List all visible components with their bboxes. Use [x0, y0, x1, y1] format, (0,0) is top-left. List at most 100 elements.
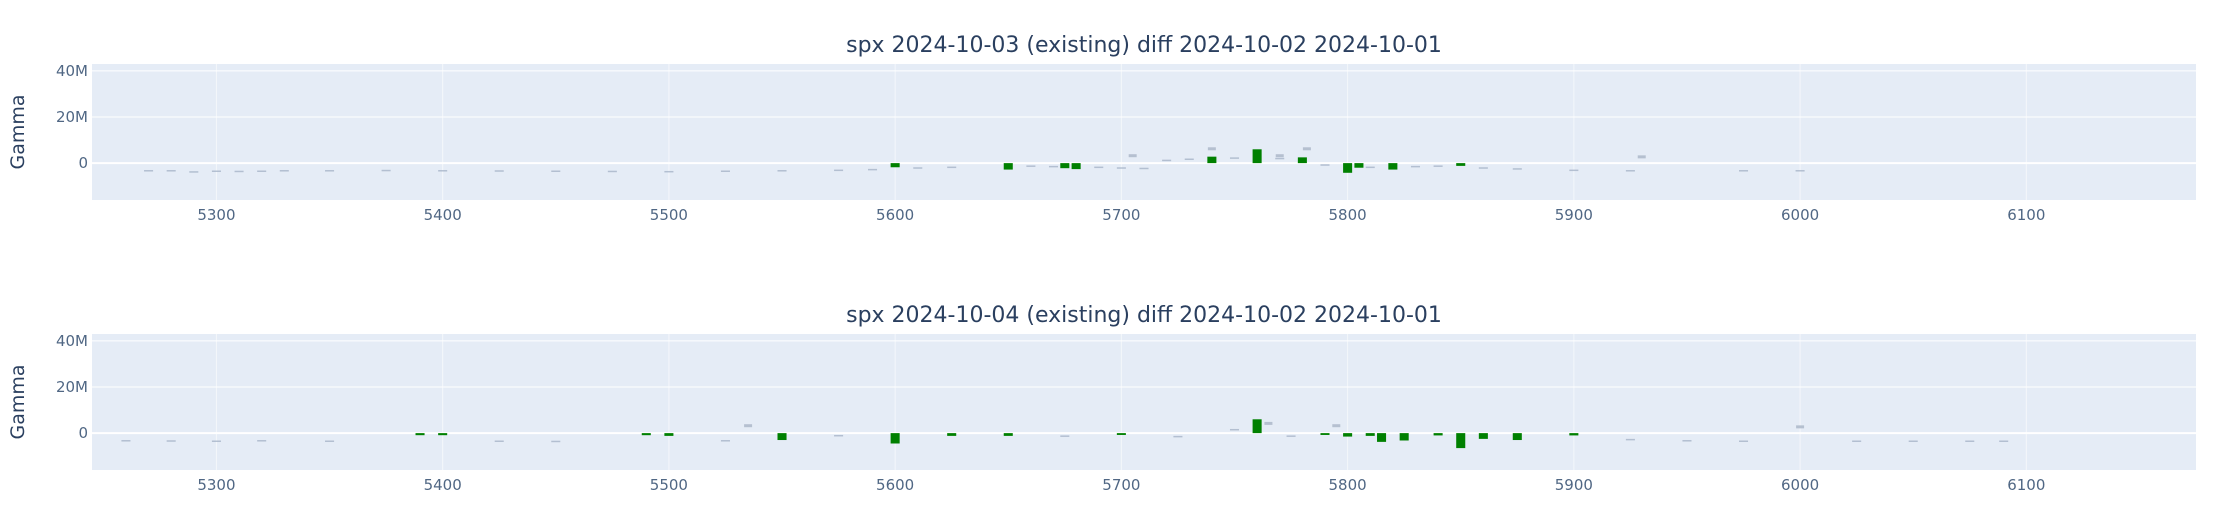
bar: [1365, 433, 1375, 436]
x-tick-label: 5300: [197, 476, 235, 494]
bar: [189, 171, 199, 173]
annotations: [1128, 147, 1646, 159]
bar: [1320, 433, 1330, 435]
plot-area: [92, 334, 2196, 470]
bar: [325, 170, 335, 172]
x-tick-label: 5700: [1102, 206, 1140, 224]
bar: [1999, 440, 2009, 442]
bar-series: [144, 149, 1805, 173]
x-tick-label: 5400: [424, 476, 462, 494]
y-axis-label: Gamma: [7, 364, 29, 439]
bar-series: [121, 419, 2009, 449]
bar: [834, 434, 844, 437]
bar: [1569, 169, 1579, 172]
bar: [1207, 156, 1217, 164]
bar: [1229, 428, 1240, 431]
bar: [834, 169, 844, 172]
bar: [1139, 167, 1149, 170]
bar: [947, 166, 957, 169]
bar: [1625, 170, 1635, 172]
x-tick-label: 5500: [650, 206, 688, 224]
bar: [1682, 440, 1692, 442]
bar: [121, 440, 131, 442]
bar: [257, 170, 267, 172]
x-tick-label: 5300: [197, 206, 235, 224]
bar: [1048, 165, 1059, 168]
bar: [1456, 433, 1466, 449]
bar: [607, 170, 617, 173]
annotation-mark: [1264, 421, 1273, 425]
bar: [1478, 167, 1488, 169]
annotation-mark: [1275, 154, 1284, 158]
y-tick-label: 0: [78, 424, 88, 442]
x-tick-label: 5400: [424, 206, 462, 224]
bar: [1116, 433, 1126, 435]
bar: [257, 440, 267, 442]
bar: [1377, 433, 1387, 442]
annotation-mark: [1637, 155, 1646, 159]
bar: [1286, 435, 1296, 437]
grid-lines: [92, 64, 2196, 200]
bar: [1478, 433, 1488, 439]
bar: [1343, 163, 1353, 173]
bar: [1003, 433, 1013, 436]
bar: [1003, 163, 1013, 170]
bar: [641, 433, 651, 436]
annotation-mark: [1128, 154, 1137, 158]
bar: [1297, 157, 1307, 164]
x-tick-label: 5600: [876, 206, 914, 224]
y-tick-label: 0: [78, 154, 88, 172]
bar: [1060, 435, 1070, 437]
y-ticks: 0 20M 40M: [56, 62, 88, 172]
bar: [1908, 440, 1918, 442]
x-tick-label: 5800: [1329, 206, 1367, 224]
annotation-mark: [1207, 147, 1216, 151]
plot-area: [92, 64, 2196, 200]
bar: [1399, 433, 1409, 441]
bar: [144, 170, 154, 172]
bar: [381, 169, 391, 172]
bar: [494, 170, 504, 172]
bar: [1252, 419, 1262, 434]
y-tick-label: 20M: [56, 378, 88, 396]
bar: [1795, 170, 1805, 172]
y-tick-label: 20M: [56, 108, 88, 126]
bar: [166, 440, 176, 442]
annotations: [744, 421, 1805, 429]
x-ticks: 5300 5400 5500 5600 5700 5800 5900 6000 6100: [197, 206, 2045, 224]
annotation-mark: [1302, 147, 1311, 151]
bar: [1569, 433, 1579, 436]
y-axis-label: Gamma: [7, 94, 29, 169]
subplot-1: 0 20M 40M 5300 5400 5500 5600 5700 5800 5900 6000…: [7, 33, 2196, 224]
bar: [890, 163, 900, 168]
bar: [1275, 157, 1285, 160]
x-ticks: 5300 5400 5500 5600 5700 5800 5900 6000 6100: [197, 476, 2045, 494]
bar: [438, 433, 448, 436]
bar: [890, 433, 900, 444]
x-tick-label: 5900: [1555, 476, 1593, 494]
bar: [438, 170, 448, 172]
x-tick-label: 6000: [1781, 476, 1819, 494]
bar: [211, 170, 221, 172]
bar: [947, 433, 957, 436]
bar: [279, 170, 289, 172]
bar: [234, 170, 244, 173]
annotation-mark: [744, 424, 753, 428]
bar: [1852, 440, 1862, 442]
bar: [1229, 157, 1240, 159]
x-tick-label: 5800: [1329, 476, 1367, 494]
bar: [867, 168, 878, 171]
y-ticks: 0 20M 40M: [56, 332, 88, 442]
bar: [1965, 440, 1975, 442]
bar: [494, 440, 504, 442]
bar: [1354, 163, 1364, 168]
bar: [551, 170, 561, 172]
bar: [1162, 159, 1172, 162]
bar: [1184, 158, 1194, 161]
bar: [1625, 438, 1635, 441]
bar: [1173, 435, 1183, 438]
bar: [211, 440, 221, 442]
bar: [1116, 167, 1126, 169]
bar: [664, 433, 674, 436]
